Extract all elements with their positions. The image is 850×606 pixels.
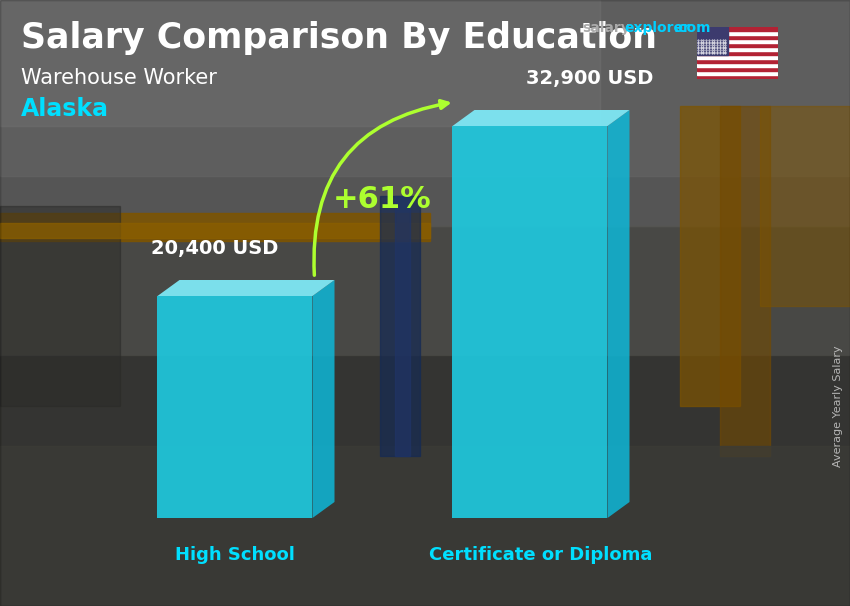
Bar: [395, 196, 410, 456]
Bar: [697, 59, 778, 63]
Text: salary: salary: [582, 21, 630, 35]
Bar: [0, 206, 120, 406]
Bar: [0, 0, 600, 126]
Polygon shape: [157, 296, 313, 518]
Bar: [697, 27, 778, 32]
Bar: [0, 226, 850, 356]
Text: 32,900 USD: 32,900 USD: [526, 69, 654, 88]
Bar: [697, 63, 778, 67]
Text: Warehouse Worker: Warehouse Worker: [21, 68, 217, 88]
Bar: [697, 35, 778, 39]
Polygon shape: [452, 110, 630, 126]
Bar: [697, 43, 778, 47]
Bar: [697, 47, 778, 51]
Bar: [697, 51, 778, 55]
Polygon shape: [313, 280, 335, 518]
Text: Average Yearly Salary: Average Yearly Salary: [833, 345, 843, 467]
Bar: [697, 32, 778, 35]
Bar: [0, 0, 850, 176]
Bar: [697, 71, 778, 75]
Bar: [697, 75, 778, 79]
Text: High School: High School: [175, 546, 295, 564]
Bar: [380, 196, 420, 456]
Bar: [697, 39, 778, 43]
Text: .com: .com: [673, 21, 711, 35]
Bar: [720, 106, 770, 456]
Bar: [0, 223, 430, 238]
Bar: [0, 356, 850, 606]
Text: Certificate or Diploma: Certificate or Diploma: [429, 546, 653, 564]
Polygon shape: [157, 280, 335, 296]
Text: +61%: +61%: [333, 185, 432, 215]
Polygon shape: [608, 110, 630, 518]
Text: Alaska: Alaska: [21, 97, 110, 121]
Text: Salary Comparison By Education: Salary Comparison By Education: [21, 21, 657, 55]
Bar: [680, 106, 740, 406]
Bar: [697, 55, 778, 59]
Bar: [697, 27, 728, 55]
Bar: [697, 67, 778, 71]
Bar: [760, 106, 850, 306]
Bar: [0, 213, 430, 241]
Polygon shape: [452, 126, 608, 518]
Bar: [0, 0, 850, 226]
Bar: [0, 446, 850, 606]
Text: 20,400 USD: 20,400 USD: [151, 239, 279, 258]
Text: explorer: explorer: [625, 21, 690, 35]
